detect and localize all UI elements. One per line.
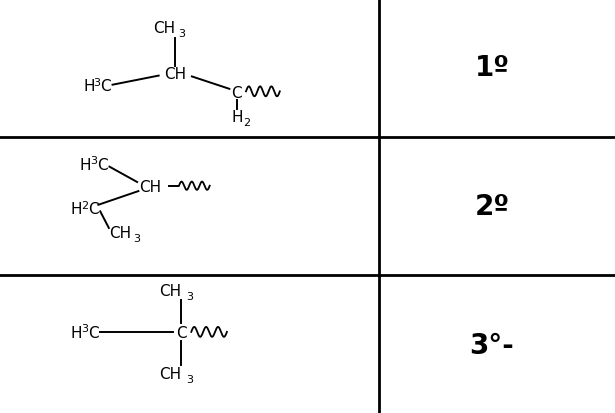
Text: 3: 3	[81, 323, 88, 333]
Text: 2º: 2º	[474, 192, 510, 221]
Text: C: C	[231, 85, 242, 100]
Text: 3: 3	[93, 78, 100, 88]
Text: C: C	[176, 325, 187, 340]
Text: 2: 2	[81, 200, 89, 210]
Text: H: H	[71, 325, 82, 340]
Text: 3°-: 3°-	[470, 331, 514, 359]
Text: 3: 3	[133, 233, 141, 243]
Text: CH: CH	[153, 21, 175, 36]
Text: CH: CH	[140, 179, 162, 194]
Text: C: C	[88, 325, 98, 340]
Text: CH: CH	[159, 284, 181, 299]
Text: 3: 3	[178, 29, 185, 39]
Text: C: C	[88, 202, 98, 217]
Text: 3: 3	[186, 291, 192, 301]
Text: H: H	[83, 79, 95, 94]
Text: H: H	[80, 158, 92, 173]
Text: H: H	[231, 110, 242, 125]
Text: CH: CH	[159, 366, 181, 381]
Text: 3: 3	[90, 156, 97, 166]
Text: 1º: 1º	[475, 54, 509, 82]
Text: 2: 2	[243, 118, 250, 128]
Text: C: C	[100, 79, 111, 94]
Text: C: C	[97, 158, 108, 173]
Text: CH: CH	[109, 226, 131, 241]
Text: H: H	[71, 202, 82, 217]
Text: 3: 3	[186, 374, 192, 384]
Text: CH: CH	[164, 67, 186, 82]
